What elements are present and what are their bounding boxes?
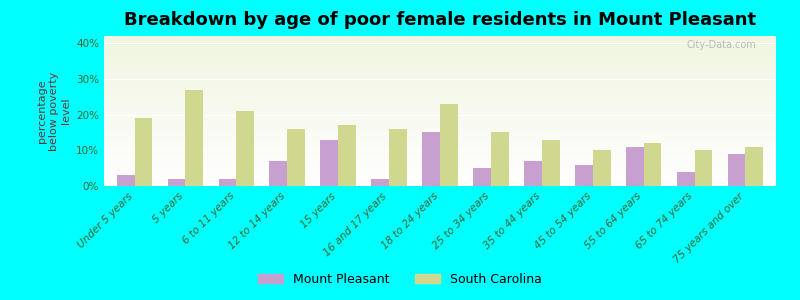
Bar (575, 165, 593, 186)
Bar (491, 132, 509, 186)
Bar (389, 129, 407, 186)
Bar (338, 125, 356, 186)
Bar (746, 147, 763, 186)
Bar (694, 150, 712, 186)
Bar (626, 147, 644, 186)
Bar (320, 140, 338, 186)
Y-axis label: percentage
below poverty
level: percentage below poverty level (38, 71, 70, 151)
Bar (422, 132, 440, 186)
Bar (287, 129, 305, 186)
Bar (677, 172, 694, 186)
Bar (728, 154, 746, 186)
Text: City-Data.com: City-Data.com (686, 40, 756, 50)
Bar (218, 179, 236, 186)
Bar (236, 111, 254, 186)
Bar (524, 161, 542, 186)
Bar (371, 179, 389, 186)
Bar (168, 179, 186, 186)
Bar (473, 168, 491, 186)
Bar (644, 143, 662, 186)
Bar (117, 175, 134, 186)
Bar (186, 90, 203, 186)
Legend: Mount Pleasant, South Carolina: Mount Pleasant, South Carolina (254, 268, 546, 291)
Bar (593, 150, 610, 186)
Bar (270, 161, 287, 186)
Bar (542, 140, 560, 186)
Bar (134, 118, 152, 186)
Bar (440, 104, 458, 186)
Title: Breakdown by age of poor female residents in Mount Pleasant: Breakdown by age of poor female resident… (124, 11, 756, 29)
